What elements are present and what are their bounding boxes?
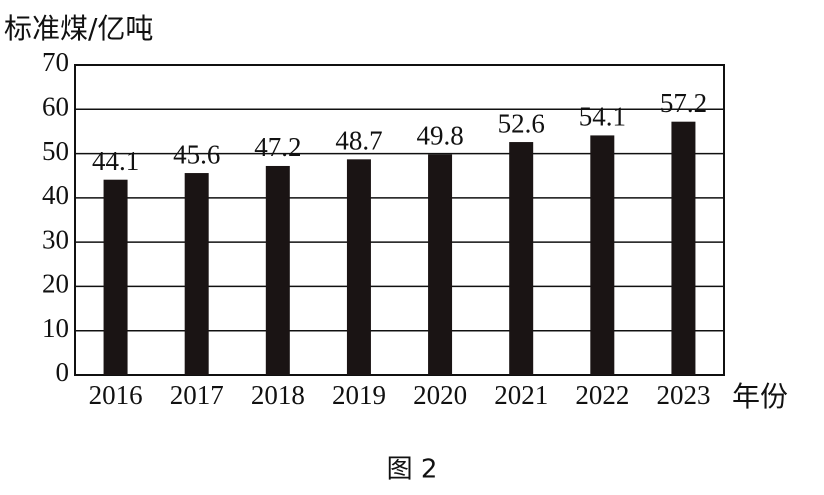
x-tick-label: 2016 [89,380,143,410]
y-tick-label: 0 [56,357,70,387]
data-label: 49.8 [416,121,463,151]
data-label: 48.7 [335,126,382,156]
bar [509,142,534,375]
bar [671,121,696,375]
y-tick-label: 70 [42,47,69,77]
x-tick-label: 2021 [494,380,548,410]
bar [103,179,128,375]
y-tick-label: 50 [42,136,69,166]
data-label: 52.6 [498,108,545,138]
y-tick-label: 20 [42,269,69,299]
x-tick-label: 2022 [575,380,629,410]
x-tick-label: 2023 [656,380,710,410]
data-label: 47.2 [254,132,301,162]
x-axis-label: 年份 [732,380,788,413]
data-label: 57.2 [660,88,707,118]
x-tick-label: 2019 [332,380,386,410]
x-tick-label: 2018 [251,380,305,410]
caption: 图 2 [387,455,438,485]
y-axis-label: 标准煤/亿吨 [4,12,153,45]
bar [346,159,371,375]
data-label: 45.6 [173,139,220,169]
y-tick-label: 30 [42,224,69,254]
bar [428,154,453,375]
y-tick-label: 10 [42,313,69,343]
x-tick-label: 2017 [170,380,224,410]
data-label: 44.1 [92,146,139,176]
bar [590,135,615,375]
x-tick-label: 2020 [413,380,467,410]
bar [265,165,290,375]
y-tick-label: 40 [42,180,69,210]
y-tick-label: 60 [42,91,69,121]
data-label: 54.1 [579,102,626,132]
plot-frame [74,64,725,376]
bar [184,173,209,375]
